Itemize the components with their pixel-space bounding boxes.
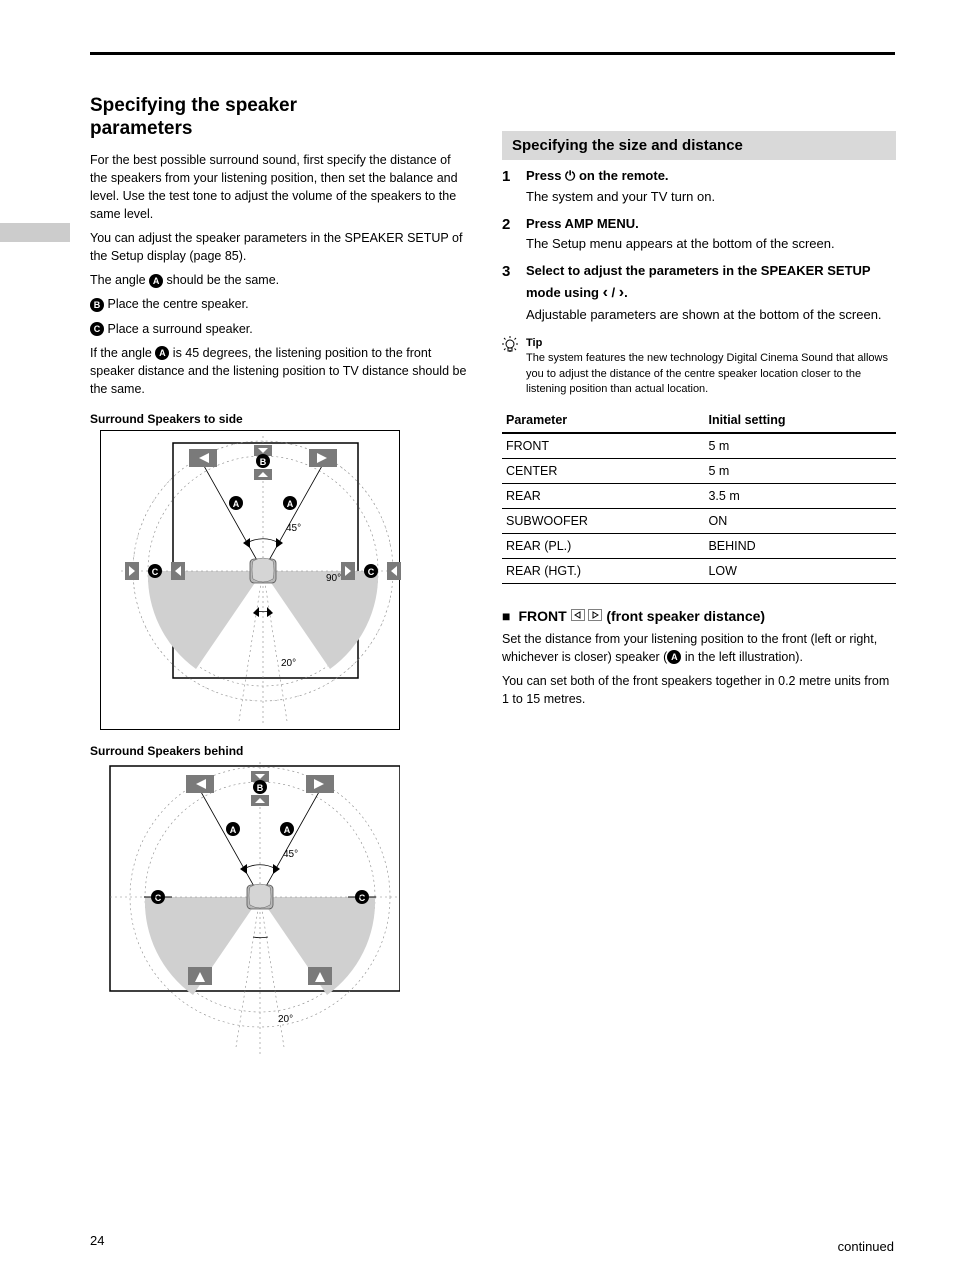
arrow-left-icon: ‹: [603, 284, 608, 301]
step-1-result: The system and your TV turn on.: [526, 189, 715, 204]
square-bullet-icon: ■: [502, 608, 510, 624]
svg-text:90°: 90°: [326, 573, 341, 584]
step-1-number: 1: [502, 166, 510, 189]
arrow-right-icon: ›: [619, 284, 624, 301]
diagram-side: Surround Speakers to side: [90, 412, 470, 730]
svg-text:A: A: [233, 499, 240, 509]
step-2-result: The Setup menu appears at the bottom of …: [526, 236, 835, 251]
step-3-result: Adjustable parameters are shown at the b…: [526, 307, 882, 322]
front-left-speaker-icon: [189, 449, 217, 467]
left-inline-2: B Place the centre speaker.: [90, 295, 470, 313]
svg-text:20°: 20°: [278, 1014, 293, 1025]
speaker-outline-right-icon: [588, 608, 606, 624]
table-row: SUBWOOFERON: [502, 508, 896, 533]
svg-text:A: A: [287, 499, 294, 509]
diagram2-svg: C C A A B 20° 45°: [100, 762, 400, 1062]
svg-text:B: B: [257, 783, 264, 793]
svg-text:A: A: [230, 825, 237, 835]
step-2: 2 Press AMP MENU. The Setup menu appears…: [502, 214, 896, 253]
page-number: 24: [90, 1233, 104, 1248]
tip-title: Tip: [526, 337, 542, 349]
subsection-body: Set the distance from your listening pos…: [502, 630, 896, 709]
front-right-speaker-icon: [309, 449, 337, 467]
table-header-param: Parameter: [502, 408, 704, 433]
left-inline-3: C Place a surround speaker.: [90, 320, 470, 338]
left-para-2: You can adjust the speaker parameters in…: [90, 229, 470, 265]
step-2-action: Press AMP MENU.: [526, 216, 639, 231]
diagram1-svg: A A B C C 20° 45° 90°: [101, 431, 401, 731]
left-heading: Specifying the speaker parameters: [90, 95, 470, 141]
svg-text:C: C: [155, 893, 162, 903]
table-row: REAR (PL.)BEHIND: [502, 533, 896, 558]
callout-heading: Specifying the size and distance: [502, 131, 896, 160]
parameter-table: Parameter Initial setting FRONT5 m CENTE…: [502, 408, 896, 584]
svg-text:45°: 45°: [283, 849, 298, 860]
diagram1-box: A A B C C 20° 45° 90°: [100, 430, 400, 730]
sub-para-2: You can set both of the front speakers t…: [502, 672, 896, 708]
svg-text:A: A: [284, 825, 291, 835]
diagram1-label: Surround Speakers to side: [90, 412, 470, 426]
diagram2-label: Surround Speakers behind: [90, 744, 470, 758]
svg-text:C: C: [152, 567, 159, 577]
step-3: 3 Select to adjust the parameters in the…: [502, 261, 896, 324]
svg-text:C: C: [359, 893, 366, 903]
table-header-initial: Initial setting: [704, 408, 896, 433]
svg-text:20°: 20°: [281, 658, 296, 669]
left-para-1: For the best possible surround sound, fi…: [90, 151, 470, 224]
badge-b-icon: B: [90, 298, 104, 312]
left-body: For the best possible surround sound, fi…: [90, 151, 470, 399]
speaker-outline-left-icon: [571, 608, 589, 624]
section-side-tab: [0, 223, 70, 242]
continued-label: continued: [838, 1239, 894, 1254]
svg-text:45°: 45°: [286, 523, 301, 534]
diagram2-box: C C A A B 20° 45°: [100, 762, 400, 1042]
page-top-rule: [90, 52, 895, 55]
badge-a-icon: A: [149, 274, 163, 288]
tip-text: The system features the new technology D…: [526, 352, 888, 395]
step-2-number: 2: [502, 214, 510, 237]
svg-text:B: B: [260, 457, 267, 467]
svg-text:C: C: [368, 567, 375, 577]
left-inline-1: The angle A should be the same.: [90, 271, 470, 289]
left-inline-4: If the angle A is 45 degrees, the listen…: [90, 344, 470, 398]
table-row: FRONT5 m: [502, 433, 896, 459]
tip-block: Tip The system features the new technolo…: [502, 336, 896, 398]
lightbulb-icon: [502, 336, 518, 359]
table-row: CENTER5 m: [502, 458, 896, 483]
step-1: 1 Press ⏻ on the remote. The system and …: [502, 166, 896, 206]
subsection-front: ■ FRONT (front speaker distance): [502, 608, 896, 624]
table-row: REAR3.5 m: [502, 483, 896, 508]
badge-a2-icon: A: [155, 346, 169, 360]
right-column: Specifying the size and distance 1 Press…: [502, 95, 896, 714]
badge-a3-icon: A: [667, 650, 681, 664]
table-row: REAR (HGT.)LOW: [502, 558, 896, 583]
left-column: Specifying the speaker parameters For th…: [90, 95, 470, 1042]
badge-c-icon: C: [90, 322, 104, 336]
power-icon: ⏻: [565, 169, 575, 184]
diagram-behind: Surround Speakers behind: [90, 744, 470, 1042]
step-3-number: 3: [502, 261, 510, 284]
